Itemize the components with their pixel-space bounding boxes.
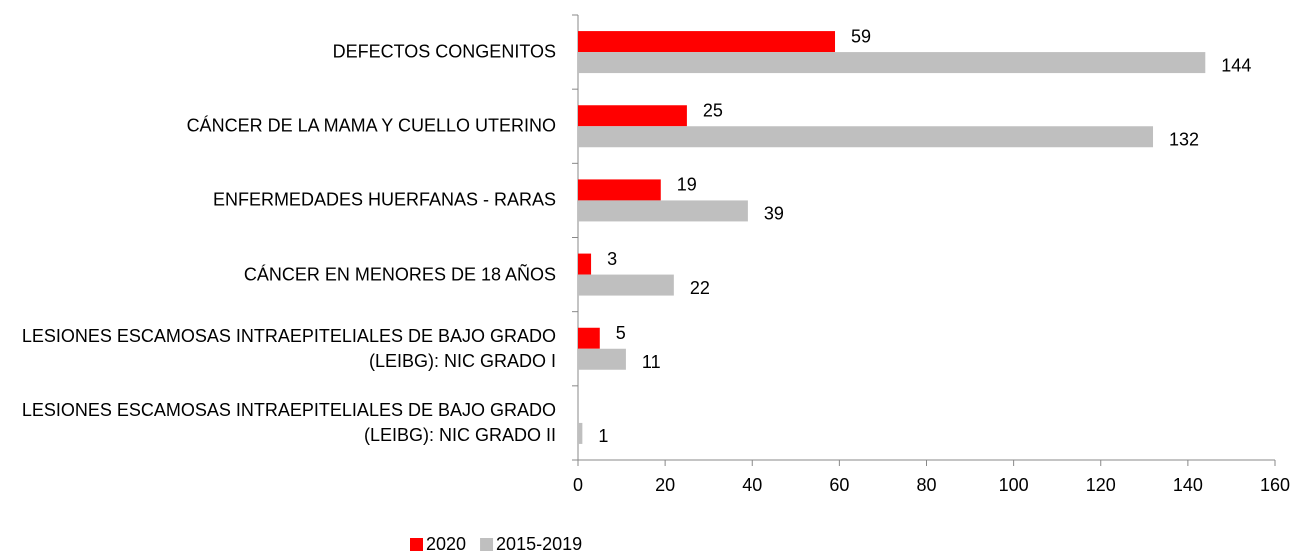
category-label: LESIONES ESCAMOSAS INTRAEPITELIALES DE B…	[21, 325, 556, 371]
bar	[578, 253, 592, 275]
bar	[578, 126, 1154, 148]
bar	[578, 348, 626, 370]
x-tick-label: 20	[655, 475, 675, 495]
data-label: 132	[1169, 130, 1199, 150]
data-label: 39	[764, 204, 784, 224]
category-label: DEFECTOS CONGENITOS	[332, 41, 556, 62]
data-label: 19	[677, 175, 697, 195]
x-tick-label: 80	[916, 475, 936, 495]
bar	[578, 327, 600, 349]
legend-label: 2015-2019	[496, 534, 582, 554]
data-label: 22	[690, 278, 710, 298]
data-label: 59	[851, 26, 871, 46]
bar	[578, 105, 687, 127]
category-label: CÁNCER EN MENORES DE 18 AÑOS	[243, 264, 556, 285]
x-tick-label: 140	[1173, 475, 1203, 495]
x-tick-label: 40	[742, 475, 762, 495]
category-label: ENFERMEDADES HUERFANAS - RARAS	[212, 189, 556, 210]
x-tick-label: 120	[1086, 475, 1116, 495]
data-label: 3	[607, 249, 617, 269]
category-label: LESIONES ESCAMOSAS INTRAEPITELIALES DE B…	[21, 399, 556, 445]
data-label: 25	[703, 101, 723, 121]
x-tick-label: 100	[999, 475, 1029, 495]
bar	[578, 422, 583, 444]
bar	[578, 31, 836, 53]
legend-swatch	[480, 538, 494, 551]
x-tick-label: 60	[829, 475, 849, 495]
data-label: 5	[616, 323, 626, 343]
legend-swatch	[410, 538, 423, 551]
bar	[578, 200, 748, 222]
data-label: 1	[598, 426, 608, 446]
bar	[578, 274, 674, 296]
bar	[578, 179, 661, 201]
x-tick-label: 0	[573, 475, 583, 495]
category-label: CÁNCER DE LA MAMA Y CUELLO UTERINO	[186, 115, 556, 136]
data-label: 11	[642, 352, 661, 372]
x-tick-label: 160	[1260, 475, 1290, 495]
legend-label: 2020	[426, 534, 466, 554]
data-label: 144	[1221, 55, 1251, 75]
bar	[578, 52, 1206, 74]
